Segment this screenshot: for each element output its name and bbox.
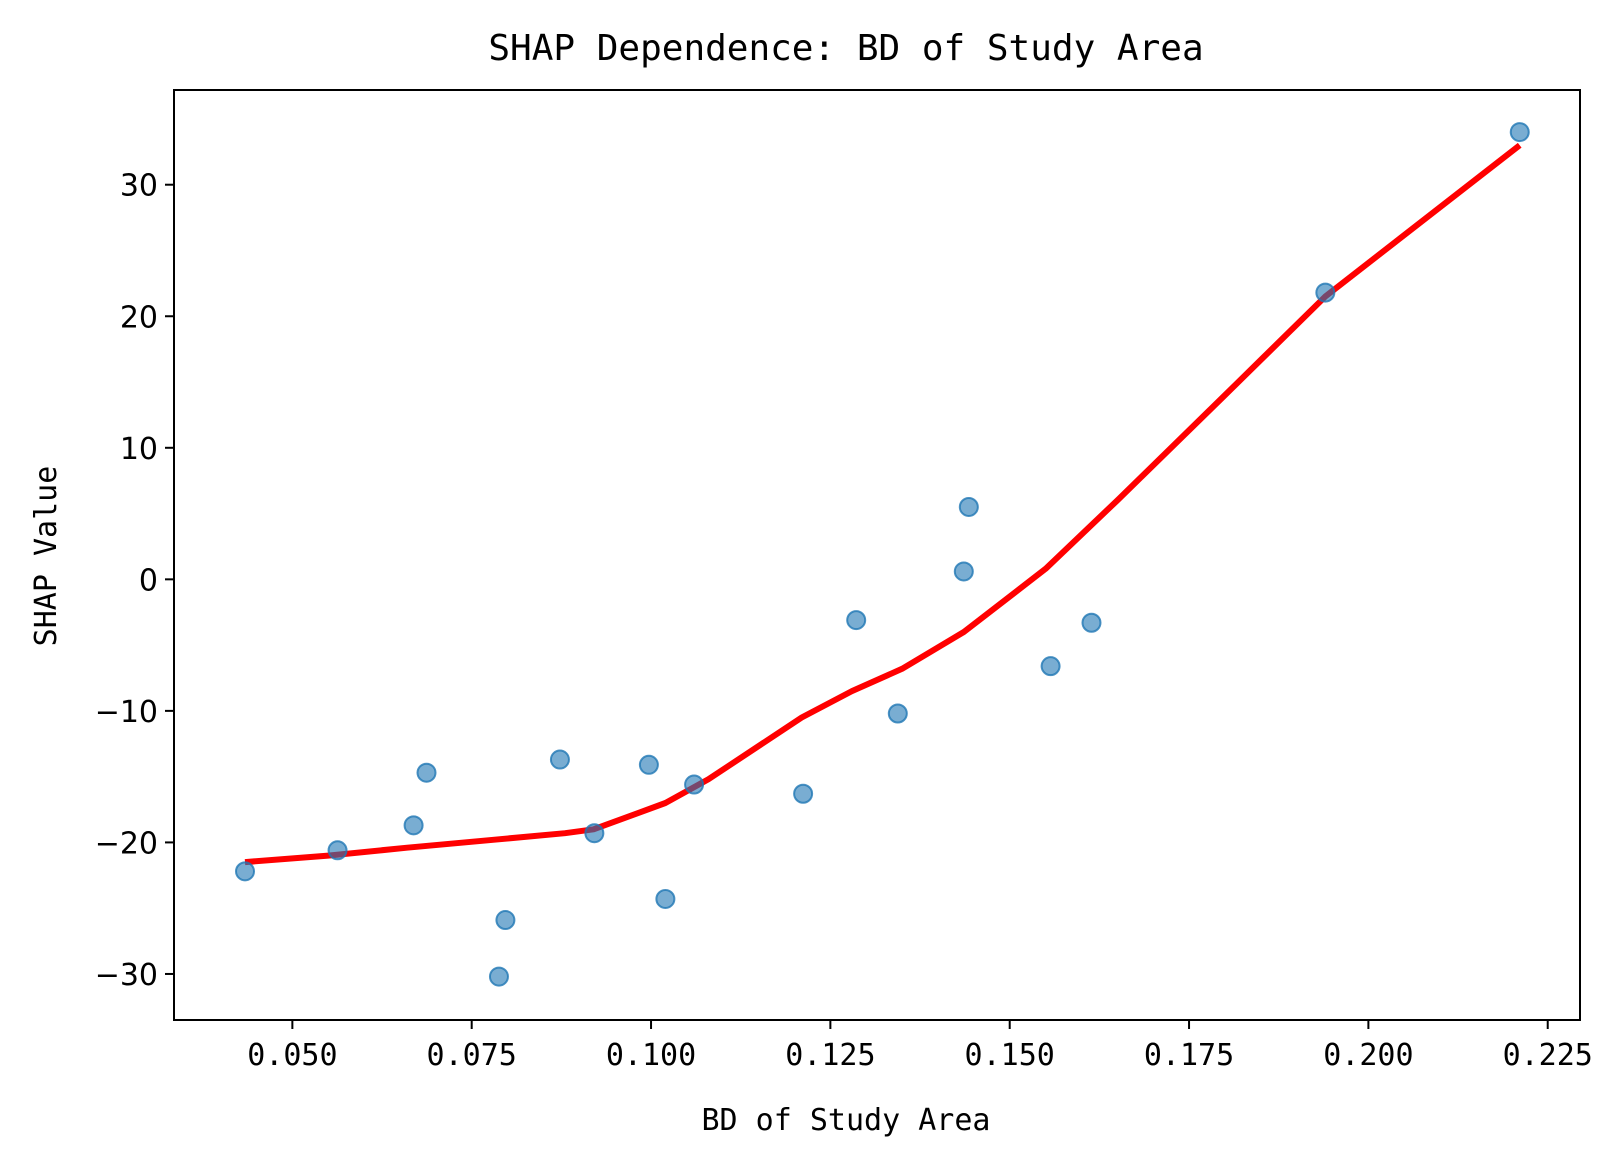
- scatter-point: [953, 561, 974, 582]
- scatter-point: [684, 774, 705, 795]
- trend-line: [244, 142, 1522, 866]
- scatter-point: [1040, 656, 1061, 677]
- x-tick-label: 0.100: [606, 1038, 696, 1073]
- x-tick-label: 0.200: [1323, 1038, 1413, 1073]
- y-tick-label: 0: [139, 563, 158, 598]
- scatter-point: [403, 815, 424, 836]
- scatter-point: [235, 861, 256, 882]
- x-axis-label: BD of Study Area: [702, 1103, 991, 1138]
- scatter-point: [638, 754, 659, 775]
- y-axis: −30 −20 −10 0 10 20 30: [95, 169, 174, 993]
- y-axis-label: SHAP Value: [29, 466, 64, 647]
- y-tick-label: 10: [120, 432, 158, 467]
- x-tick-label: 0.175: [1144, 1038, 1234, 1073]
- x-tick-label: 0.125: [785, 1038, 875, 1073]
- scatter-point: [549, 749, 570, 770]
- scatter-point: [655, 888, 676, 909]
- scatter-point: [495, 910, 516, 931]
- x-tick-label: 0.225: [1503, 1038, 1593, 1073]
- scatter-points: [235, 122, 1530, 987]
- y-tick-label: −20: [95, 826, 158, 861]
- y-tick-label: −10: [95, 695, 158, 730]
- x-tick-label: 0.150: [965, 1038, 1055, 1073]
- y-tick-label: 30: [120, 169, 158, 204]
- scatter-point: [416, 762, 437, 783]
- x-tick-label: 0.075: [427, 1038, 517, 1073]
- scatter-point: [887, 703, 908, 724]
- chart-title: SHAP Dependence: BD of Study Area: [488, 28, 1203, 69]
- scatter-point: [584, 823, 605, 844]
- scatter-point: [327, 840, 348, 861]
- scatter-point: [846, 610, 867, 631]
- x-tick-label: 0.050: [247, 1038, 337, 1073]
- x-axis: 0.050 0.075 0.100 0.125 0.150 0.175 0.200 0.225: [247, 1020, 1593, 1073]
- scatter-point: [1081, 612, 1102, 633]
- scatter-point: [1509, 122, 1530, 143]
- scatter-point: [793, 783, 814, 804]
- plot-frame: [173, 89, 1581, 1021]
- scatter-point: [1315, 282, 1336, 303]
- y-tick-label: −30: [95, 958, 158, 993]
- plot-area: [235, 122, 1530, 987]
- scatter-point: [488, 966, 509, 987]
- scatter-point: [958, 496, 979, 517]
- y-tick-label: 20: [120, 300, 158, 335]
